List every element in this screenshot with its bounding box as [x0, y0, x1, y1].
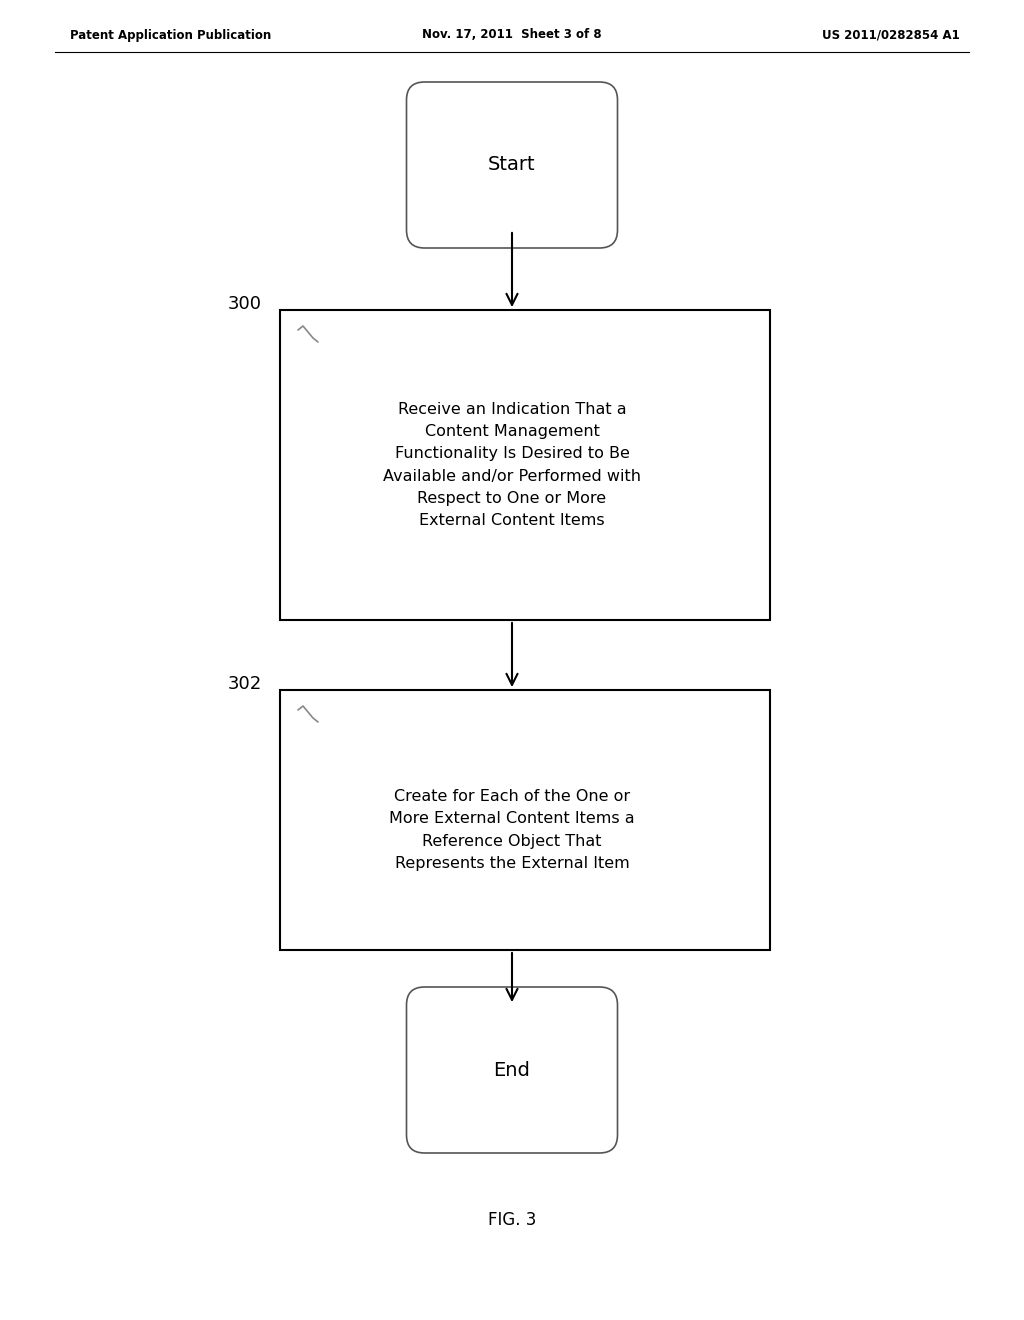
Text: US 2011/0282854 A1: US 2011/0282854 A1 [822, 29, 961, 41]
Text: 300: 300 [228, 294, 262, 313]
Text: Create for Each of the One or
More External Content Items a
Reference Object Tha: Create for Each of the One or More Exter… [389, 789, 635, 871]
FancyBboxPatch shape [407, 82, 617, 248]
Text: Receive an Indication That a
Content Management
Functionality Is Desired to Be
A: Receive an Indication That a Content Man… [383, 403, 641, 528]
Text: FIG. 3: FIG. 3 [487, 1210, 537, 1229]
Bar [280, 310, 770, 620]
Text: Patent Application Publication: Patent Application Publication [70, 29, 271, 41]
Text: End: End [494, 1060, 530, 1080]
Text: 302: 302 [227, 675, 262, 693]
Text: Nov. 17, 2011  Sheet 3 of 8: Nov. 17, 2011 Sheet 3 of 8 [422, 29, 602, 41]
Text: Start: Start [488, 156, 536, 174]
Bar [280, 690, 770, 950]
FancyBboxPatch shape [407, 987, 617, 1152]
